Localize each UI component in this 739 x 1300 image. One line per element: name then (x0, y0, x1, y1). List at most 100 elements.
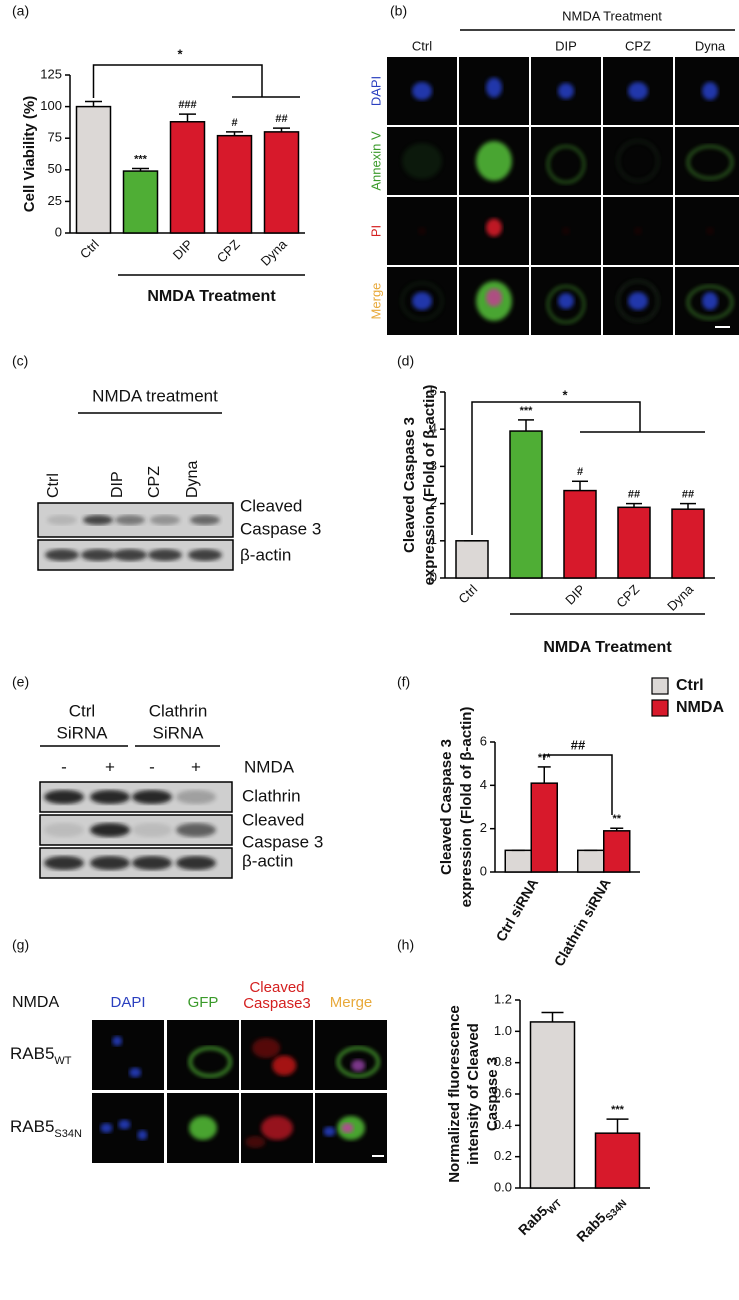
comparison-label: * (562, 387, 568, 402)
error-bar (226, 131, 243, 136)
cell-signal (252, 1038, 281, 1058)
band-label: β-actin (242, 851, 293, 870)
significance-label: ## (275, 113, 287, 125)
row-name: RAB5 (10, 1117, 54, 1136)
y-tick-label: 75 (48, 130, 62, 145)
y-tick-label: 2 (480, 820, 487, 835)
column-label: Dyna (695, 38, 726, 53)
panel-label: (f) (397, 674, 410, 690)
y-axis-label: Normalized fluorescence (446, 1005, 463, 1183)
micrograph (459, 57, 529, 125)
y-tick-label: 0.2 (494, 1148, 512, 1163)
group-label: Ctrl (69, 701, 95, 720)
blot-band (113, 549, 147, 561)
y-tick-label: 3 (430, 458, 437, 473)
cell-signal (547, 145, 585, 184)
cell-signal (118, 1119, 131, 1130)
blot-band (132, 856, 172, 870)
y-tick-label: 0 (55, 224, 62, 239)
blot-band (45, 549, 79, 561)
error-bar (541, 1011, 564, 1022)
cell-signal (336, 1046, 380, 1078)
cell-signal (189, 1116, 217, 1140)
legend-label: Ctrl (676, 677, 704, 694)
cell-signal (486, 288, 502, 307)
y-tick-label: 0.0 (494, 1179, 512, 1194)
row-label: PI (368, 225, 383, 237)
micrograph (531, 57, 601, 125)
micrograph (675, 267, 739, 335)
error-bar (680, 502, 696, 510)
cell-signal (412, 82, 432, 100)
row-subscript: WT (54, 1055, 71, 1067)
micrograph (531, 197, 601, 265)
micrograph (459, 267, 529, 335)
error-bar (179, 113, 196, 122)
micrograph (675, 57, 739, 125)
cell-signal (402, 143, 442, 179)
row-label: DAPI (368, 76, 383, 106)
micrograph (92, 1093, 164, 1163)
micrograph (315, 1093, 387, 1163)
significance-label: ## (628, 489, 640, 501)
micrograph (459, 127, 529, 195)
row-label: RAB5S34N (10, 1117, 82, 1139)
x-tick-label: DIP (170, 237, 196, 263)
cell-signal (617, 280, 659, 322)
column-label: Ctrl (412, 38, 432, 53)
y-tick-label: 125 (40, 66, 62, 81)
micrograph (459, 197, 529, 265)
cell-signal (418, 227, 426, 235)
micrograph-frame (603, 127, 673, 195)
cell-signal (351, 1059, 366, 1072)
bar (75, 105, 112, 234)
blot-band (81, 549, 115, 561)
x-tick-label: Ctrl siRNA (492, 875, 541, 944)
treatment-sign: + (105, 757, 115, 776)
significance-label: *** (611, 1104, 625, 1116)
blot-band (190, 515, 220, 525)
treatment-label: NMDA (12, 994, 59, 1011)
cell-signal (272, 1055, 297, 1076)
bar (530, 782, 558, 873)
micrograph (387, 57, 457, 125)
y-tick-label: 1 (430, 532, 437, 547)
micrograph (603, 57, 673, 125)
cell-signal (562, 227, 570, 235)
panel-label: (e) (12, 674, 29, 690)
cell-signal (702, 82, 718, 100)
error-bar (132, 167, 149, 172)
lane-label: CPZ (146, 466, 163, 498)
panel-label: (a) (12, 3, 29, 19)
band-label: Caspase 3 (242, 832, 323, 851)
y-tick-label: 2 (430, 495, 437, 510)
significance-label: ## (682, 489, 694, 501)
legend-label: NMDA (676, 699, 724, 716)
category-name: Rab5 (573, 1209, 609, 1245)
panel-label: (g) (12, 937, 29, 953)
blot-band (176, 823, 216, 837)
lane-label: Dyna (184, 461, 201, 498)
cell-signal (341, 1123, 354, 1133)
x-tick-label: Dyna (258, 236, 291, 269)
micrograph-frame (675, 127, 739, 195)
y-tick-label: 1.0 (494, 1023, 512, 1038)
error-bar (518, 419, 534, 432)
x-tick-label: Clathrin siRNA (550, 875, 613, 969)
y-tick-label: 0.6 (494, 1085, 512, 1100)
bar (455, 540, 489, 579)
blot-band (90, 790, 130, 804)
bar (263, 131, 300, 234)
y-tick-label: 5 (430, 383, 437, 398)
y-tick-label: 1.2 (494, 991, 512, 1006)
lane-label: Ctrl (45, 473, 62, 498)
cell-signal (687, 145, 733, 180)
column-label: Merge (330, 994, 373, 1011)
cell-signal (476, 141, 512, 181)
category-name: Dyna (258, 236, 291, 269)
y-tick-label: 100 (40, 98, 62, 113)
y-tick-label: 0 (430, 569, 437, 584)
column-label: DAPI (110, 994, 145, 1011)
blot-band (44, 856, 84, 870)
